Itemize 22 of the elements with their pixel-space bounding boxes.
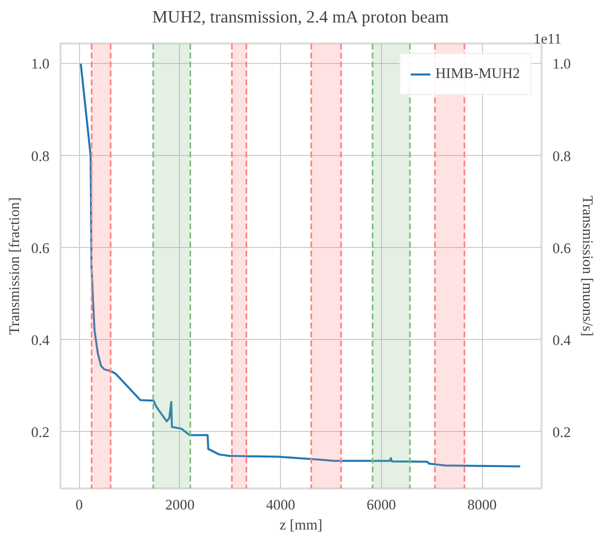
annotation: 1e11	[534, 32, 562, 48]
x-tick-label: 6000	[366, 498, 396, 514]
y-tick-label: 0.4	[31, 332, 50, 349]
y-tick-label: 0.6	[31, 240, 50, 257]
y-tick-label: 0.2	[31, 424, 50, 441]
y2-axis-title: Transmission [muons/s]	[578, 196, 595, 336]
y2-tick-label: 1.0	[552, 56, 571, 73]
y2-tick-label: 0.8	[552, 148, 571, 165]
y2-tick-label: 0.6	[552, 240, 571, 257]
legend-label: HIMB-MUH2	[435, 66, 520, 82]
line-series	[80, 62, 522, 468]
y-tick-label: 1.0	[31, 56, 50, 73]
x-tick-label: 4000	[266, 498, 296, 514]
y-tick-label: 0.8	[31, 148, 50, 165]
y2-tick-label: 0.2	[552, 424, 571, 441]
x-tick-label: 0	[75, 498, 83, 514]
y2-tick-label: 0.4	[552, 332, 572, 349]
y-axis-title: Transmission [fraction]	[7, 197, 24, 335]
x-tick-label: 8000	[467, 498, 497, 514]
chart-title: MUH2, transmission, 2.4 mA proton beam	[152, 8, 450, 26]
x-axis-title: z [mm]	[280, 518, 322, 534]
x-tick-label: 2000	[165, 498, 195, 514]
